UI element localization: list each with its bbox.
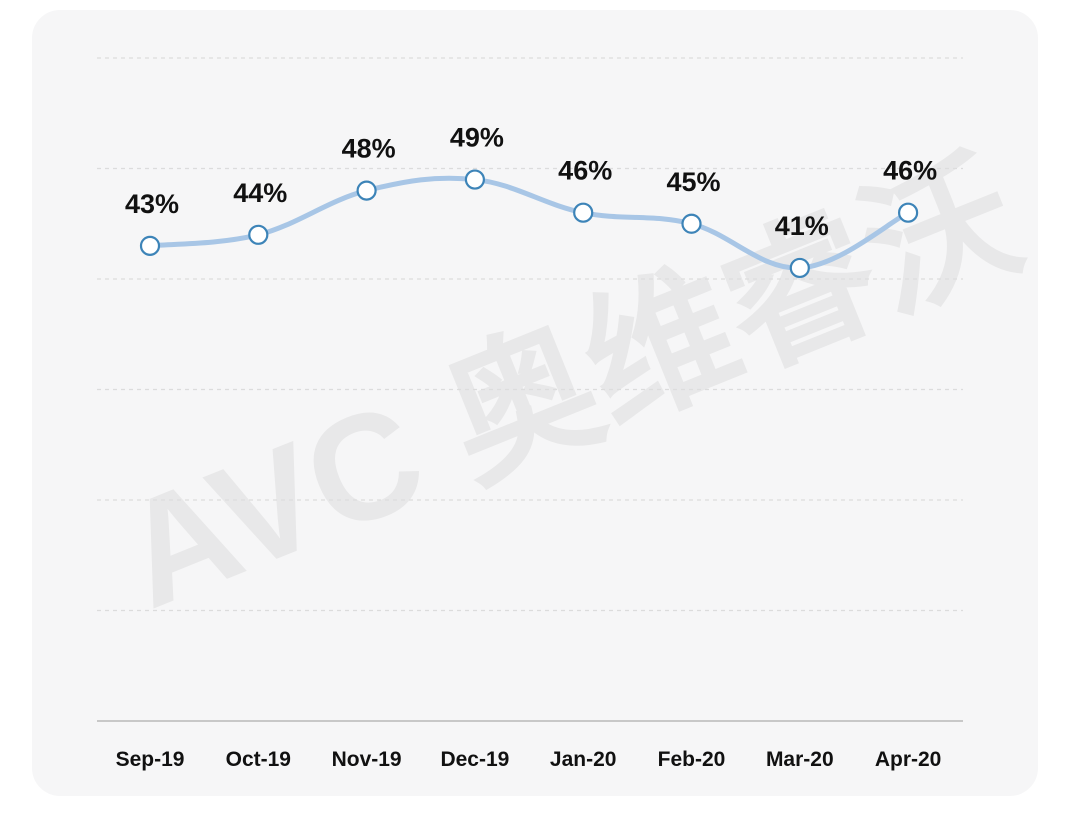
- x-tick-label: Nov-19: [332, 748, 402, 771]
- data-points: [139, 169, 919, 279]
- data-point: [139, 235, 161, 256]
- data-point: [464, 169, 485, 190]
- gridlines: [97, 57, 963, 722]
- chart-card: [32, 10, 1038, 796]
- x-tick-label: Feb-20: [658, 748, 726, 771]
- data-label: 49%: [450, 123, 504, 153]
- data-point: [897, 202, 919, 223]
- data-point: [573, 202, 594, 223]
- x-axis-ticks: Sep-19 Oct-19 Nov-19 Dec-19 Jan-20 Feb-20 Mar-…: [116, 748, 942, 771]
- data-label: 48%: [342, 134, 396, 164]
- x-tick-label: Dec-19: [440, 748, 509, 771]
- data-point: [789, 257, 810, 279]
- x-tick-label: Mar-20: [766, 748, 834, 771]
- data-label: 43%: [125, 189, 179, 219]
- data-label: 45%: [666, 167, 720, 197]
- data-point: [356, 180, 377, 201]
- x-tick-label: Jan-20: [550, 748, 617, 771]
- data-point: [681, 213, 702, 234]
- x-tick-label: Sep-19: [116, 748, 185, 771]
- data-label: 44%: [233, 178, 287, 208]
- x-tick-label: Oct-19: [226, 748, 291, 771]
- x-tick-label: Apr-20: [875, 748, 942, 771]
- data-label: 46%: [558, 156, 612, 186]
- data-point: [248, 224, 269, 245]
- data-label: 46%: [883, 156, 937, 186]
- data-label: 41%: [775, 211, 829, 241]
- data-labels: 43% 44% 48% 49% 46% 45% 41% 46%: [125, 123, 937, 241]
